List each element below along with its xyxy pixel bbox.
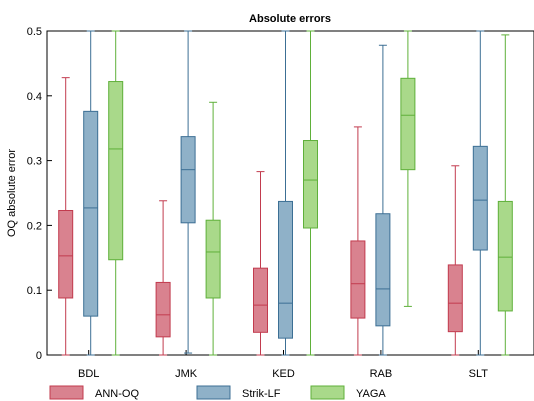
box-iqr — [58, 209, 74, 299]
y-tick-label: 0.1 — [27, 285, 42, 297]
box-strik-lf-bdl — [83, 30, 99, 356]
box-iqr — [472, 145, 488, 251]
box-iqr — [253, 267, 268, 333]
box-ann-oq-bdl — [58, 77, 74, 356]
box-strik-lf-rab — [375, 44, 391, 356]
box-ann-oq-ked — [253, 171, 268, 356]
legend-swatch — [310, 385, 345, 400]
box-ann-oq-rab — [350, 126, 366, 356]
box-iqr — [278, 200, 293, 339]
box-iqr — [350, 240, 366, 319]
x-tick-label: SLT — [469, 368, 489, 380]
legend-label: Strik-LF — [242, 388, 281, 400]
legend-swatch — [196, 385, 231, 400]
legend-label: ANN-OQ — [95, 388, 139, 400]
chart-title: Absolute errors — [249, 13, 331, 25]
box-iqr — [108, 81, 124, 261]
y-tick-label: 0.4 — [27, 91, 42, 103]
box-iqr — [205, 219, 221, 299]
box-iqr — [375, 213, 391, 327]
box-strik-lf-jmk — [180, 30, 196, 354]
y-tick-label: 0.5 — [27, 26, 42, 38]
y-axis: 0 0.1 0.2 0.3 0.4 0.5 — [27, 26, 52, 362]
y-tick-label: 0 — [36, 350, 42, 362]
box-iqr — [83, 110, 99, 317]
box-yaga-jmk — [205, 101, 221, 356]
y-tick-label: 0.2 — [27, 220, 42, 232]
box-ann-oq-jmk — [155, 200, 171, 356]
box-ann-oq-slt — [447, 165, 463, 356]
box-strik-lf-ked — [278, 30, 293, 356]
box-iqr — [447, 264, 463, 333]
plot-area-frame — [46, 30, 534, 356]
box-yaga-ked — [303, 30, 318, 356]
x-tick-label: BDL — [78, 368, 99, 380]
box-iqr — [400, 77, 416, 171]
x-tick-label: KED — [272, 368, 295, 380]
box-series-group — [58, 30, 513, 356]
x-tick-label: JMK — [175, 368, 198, 380]
box-yaga-rab — [400, 30, 416, 307]
box-iqr — [155, 281, 171, 338]
box-iqr — [180, 136, 196, 224]
y-axis-label: OQ absolute error — [6, 149, 18, 237]
y-tick-label: 0.3 — [27, 156, 42, 168]
box-iqr — [497, 200, 513, 312]
box-yaga-bdl — [108, 30, 124, 356]
box-strik-lf-slt — [472, 30, 488, 356]
box-iqr — [303, 140, 318, 229]
x-tick-label: RAB — [370, 368, 393, 380]
legend-label: YAGA — [356, 388, 386, 400]
legend-swatch — [49, 385, 84, 400]
box-yaga-slt — [497, 34, 513, 356]
x-axis: BDL JMK KED RAB SLT — [78, 350, 488, 380]
legend: ANN-OQ Strik-LF YAGA — [49, 385, 386, 400]
